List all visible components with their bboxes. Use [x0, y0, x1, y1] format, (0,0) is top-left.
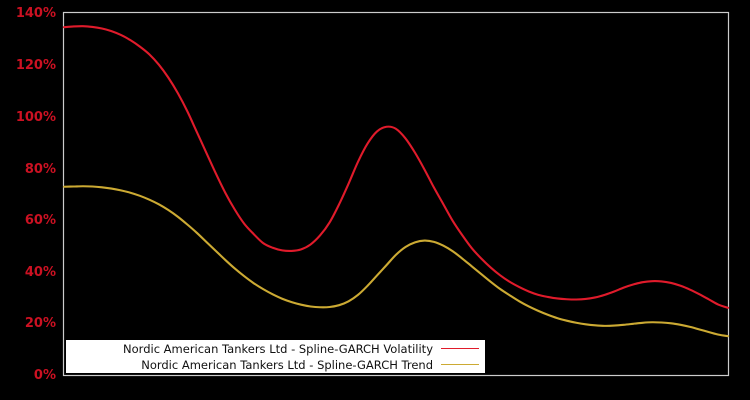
ytick-label-20: 20% — [24, 316, 56, 331]
legend-item-volatility: Nordic American Tankers Ltd - Spline-GAR… — [66, 341, 479, 357]
legend-swatch-volatility — [441, 348, 479, 349]
ytick-label-40: 40% — [24, 265, 56, 280]
chart-legend: Nordic American Tankers Ltd - Spline-GAR… — [66, 340, 485, 373]
ytick-label-140: 140% — [15, 6, 56, 21]
ytick-label-60: 60% — [24, 213, 56, 228]
legend-label-volatility: Nordic American Tankers Ltd - Spline-GAR… — [123, 341, 433, 356]
ytick-label-0: 0% — [33, 368, 56, 383]
plot-area-frame — [62, 11, 730, 377]
ytick-label-80: 80% — [24, 162, 56, 177]
series-layer — [62, 25, 730, 338]
ytick-label-100: 100% — [15, 110, 56, 125]
legend-label-trend: Nordic American Tankers Ltd - Spline-GAR… — [141, 357, 433, 372]
series-line-volatility — [62, 25, 730, 309]
legend-item-trend: Nordic American Tankers Ltd - Spline-GAR… — [66, 357, 479, 373]
legend-swatch-trend — [441, 364, 479, 365]
ytick-label-120: 120% — [15, 58, 56, 73]
series-line-trend — [62, 185, 730, 338]
